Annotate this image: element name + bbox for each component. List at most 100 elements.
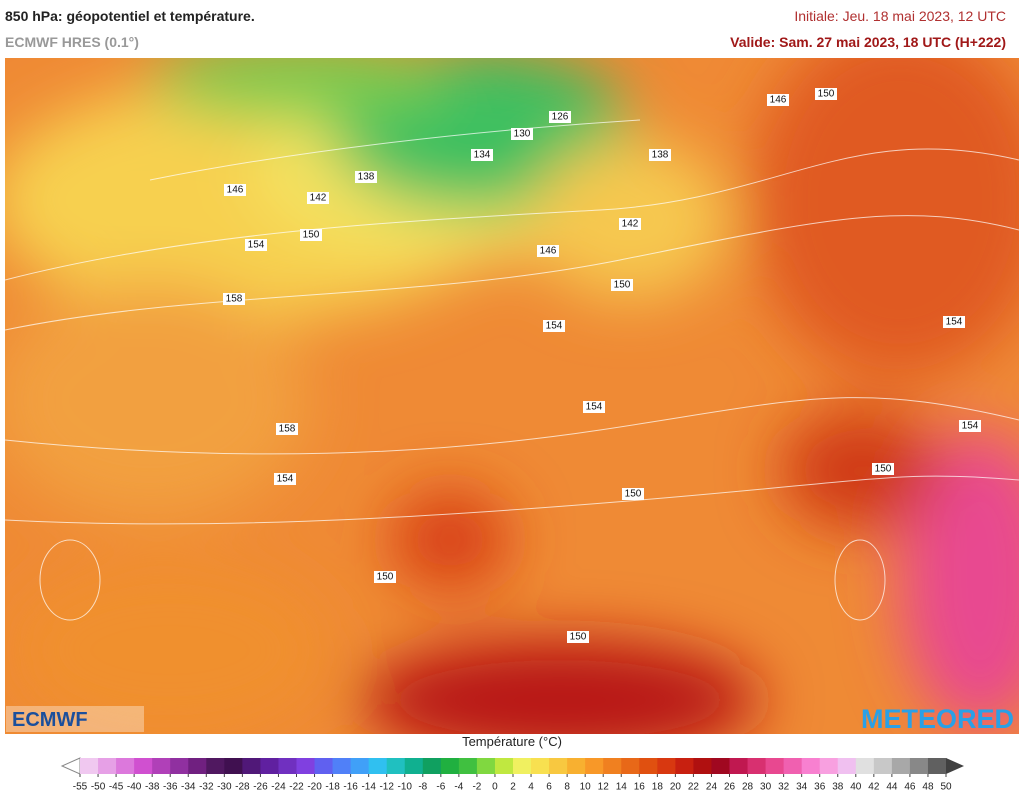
contour-label: 150 (570, 632, 587, 643)
contour-label-box (943, 316, 965, 328)
valid-time: Valide: Sam. 27 mai 2023, 18 UTC (H+222) (730, 34, 1006, 50)
contour-label: 150 (818, 89, 835, 100)
contour-label: 146 (540, 246, 557, 257)
colorbar-segment (549, 758, 568, 774)
contour-label: 154 (277, 474, 294, 485)
contour-label-box (622, 488, 644, 500)
colorbar-segment (747, 758, 767, 774)
colorbar-tick-label: 36 (814, 782, 826, 793)
contour-label: 146 (227, 185, 244, 196)
colorbar-segment (116, 758, 135, 774)
colorbar-segment (873, 758, 893, 774)
logo-right: METEORED (861, 704, 1014, 734)
contour-label: 154 (546, 321, 563, 332)
colorbar-tick-label: 24 (706, 782, 718, 793)
colorbar-segment (837, 758, 857, 774)
contour-label-box (619, 218, 641, 230)
contour-label: 150 (625, 489, 642, 500)
colorbar-segment (422, 758, 442, 774)
colorbar-segment (783, 758, 803, 774)
colorbar-segment (711, 758, 730, 774)
colorbar-segment (224, 758, 243, 774)
colorbar-segment (98, 758, 117, 774)
contour-label-box (274, 473, 296, 485)
colorbar-segment (296, 758, 316, 774)
colorbar-segment (639, 758, 658, 774)
colorbar-tick-label: 8 (564, 782, 570, 793)
colorbar-tick-label: 10 (580, 782, 592, 793)
colorbar-segment (368, 758, 388, 774)
contour-label-box (543, 320, 565, 332)
contour-label: 134 (474, 150, 491, 161)
colorbar-segment (801, 758, 821, 774)
colorbar-segment (657, 758, 676, 774)
contour-label-box (549, 111, 571, 123)
colorbar-tick-label: 46 (904, 782, 916, 793)
contour-label: 150 (377, 572, 394, 583)
colorbar-segment (891, 758, 911, 774)
contour-label: 138 (652, 150, 669, 161)
colorbar-tick-label: 2 (510, 782, 516, 793)
colorbar-tick-label: -55 (73, 782, 88, 793)
colorbar-segment (332, 758, 352, 774)
colorbar-tick-label: 32 (778, 782, 790, 793)
colorbar-segment (621, 758, 640, 774)
colorbar-tick-label: -45 (109, 782, 124, 793)
colorbar-tick-label: 6 (546, 782, 552, 793)
colorbar-segment (314, 758, 334, 774)
contour-label-box (374, 571, 396, 583)
colorbar-tick-label: -12 (379, 782, 394, 793)
colorbar-segment (513, 758, 532, 774)
legend-title: Température (°C) (462, 734, 562, 749)
colorbar-segment (675, 758, 694, 774)
contour-label: 154 (946, 317, 963, 328)
colorbar-tick-label: -2 (472, 782, 481, 793)
contour-label-box (307, 192, 329, 204)
colorbar-segment (458, 758, 478, 774)
contour-label-box (649, 149, 671, 161)
colorbar-tick-label: 18 (652, 782, 664, 793)
colorbar-segment (260, 758, 279, 774)
colorbar-tick-label: 30 (760, 782, 772, 793)
colorbar-segment (765, 758, 785, 774)
colorbar-segment (206, 758, 225, 774)
colorbar-tick-label: 0 (492, 782, 498, 793)
contour-label: 150 (303, 230, 320, 241)
contour-label: 158 (226, 294, 243, 305)
colorbar-tick-label: -18 (325, 782, 340, 793)
colorbar-tick-label: 14 (616, 782, 628, 793)
colorbar-tick-label: 48 (922, 782, 934, 793)
colorbar-segment (476, 758, 496, 774)
colorbar-segment (80, 758, 99, 774)
colorbar-segment (404, 758, 424, 774)
contour-label: 158 (279, 424, 296, 435)
colorbar-tick-label: 44 (886, 782, 898, 793)
colorbar-tick-label: -40 (127, 782, 142, 793)
contour-label-box (223, 293, 245, 305)
colorbar-segment (693, 758, 712, 774)
contour-label: 154 (962, 421, 979, 432)
contour-label: 142 (622, 219, 639, 230)
contour-label: 154 (248, 240, 265, 251)
contour-label-box (959, 420, 981, 432)
colorbar-segment (729, 758, 749, 774)
contour-label-box (583, 401, 605, 413)
contour-label-box (872, 463, 894, 475)
colorbar-tick-label: -10 (398, 782, 413, 793)
colorbar-segment (440, 758, 460, 774)
colorbar-tick-label: 34 (796, 782, 808, 793)
colorbar-tick-label: 12 (598, 782, 610, 793)
colorbar-tick-label: 40 (850, 782, 862, 793)
colorbar-segment (152, 758, 171, 774)
colorbar-high (946, 758, 964, 774)
colorbar-tick-label: -28 (235, 782, 250, 793)
contour-label: 126 (552, 112, 569, 123)
logo-text: ECMWF (12, 709, 88, 731)
colorbar-tick-label: 50 (940, 782, 952, 793)
contour-label-box (355, 171, 377, 183)
colorbar-segment (909, 758, 929, 774)
logo-left: ECMWF (6, 706, 144, 732)
colorbar-tick-label: 16 (634, 782, 646, 793)
colorbar-low (60, 757, 81, 775)
